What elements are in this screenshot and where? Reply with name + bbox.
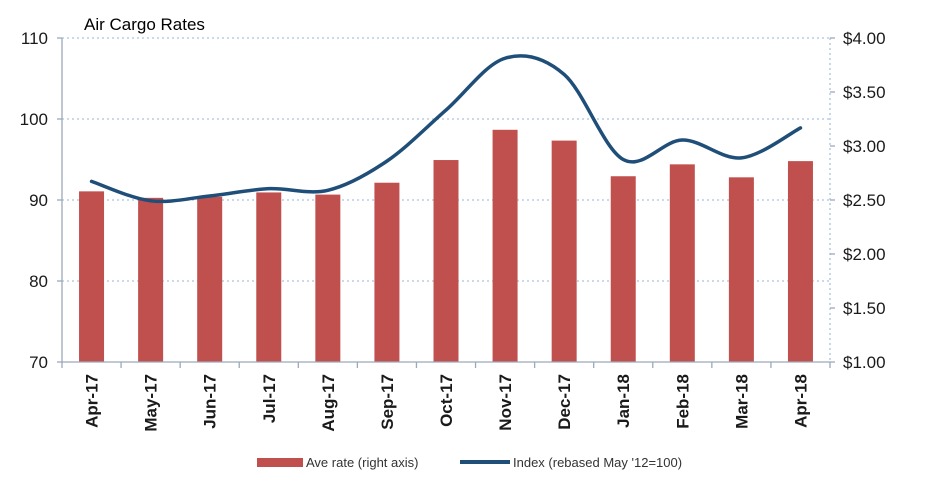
left-tick-label: 80 [29, 272, 48, 291]
legend-label-line: Index (rebased May '12=100) [513, 455, 682, 470]
bar [256, 192, 282, 362]
bar [197, 196, 223, 362]
bar [315, 194, 341, 362]
line-point [798, 126, 802, 130]
left-tick-label: 110 [21, 29, 48, 48]
x-axis-ticks: Apr-17 May-17 Jun-17 Jul-17 Aug-17 Sep-17 Oct-… [83, 374, 811, 432]
right-tick-label: $4.00 [843, 29, 886, 48]
line-point [444, 108, 448, 112]
right-tick-label: $2.00 [843, 245, 886, 264]
x-tick-label: Dec-17 [555, 374, 574, 430]
bar [492, 129, 518, 362]
line-point [90, 179, 94, 183]
right-tick-label: $1.50 [843, 299, 886, 318]
x-tick-label: May-17 [142, 374, 161, 432]
right-axis-ticks: $1.00 $1.50 $2.00 $2.50 $3.00 $3.50 $4.00 [843, 29, 886, 372]
legend: Ave rate (right axis) Index (rebased May… [257, 455, 682, 470]
left-tick-label: 100 [20, 110, 48, 129]
legend-swatch-bar [257, 458, 303, 467]
x-tick-label: Jun-17 [201, 374, 220, 429]
bar [79, 191, 105, 362]
line-point [208, 194, 212, 198]
line-point [562, 72, 566, 76]
axes [57, 37, 835, 368]
bar [433, 160, 459, 362]
line-point [680, 138, 684, 142]
bar [728, 177, 754, 362]
x-tick-label: Sep-17 [378, 374, 397, 430]
line-point [621, 158, 625, 161]
x-tick-label: Jul-17 [260, 374, 279, 423]
bar-series [79, 129, 813, 362]
x-tick-label: Apr-18 [791, 374, 810, 428]
right-tick-label: $3.00 [843, 137, 886, 156]
right-tick-label: $3.50 [843, 83, 886, 102]
line-point [149, 199, 153, 203]
x-tick-label: Apr-17 [83, 374, 102, 428]
x-tick-label: Mar-18 [732, 374, 751, 429]
line-point [503, 56, 507, 60]
x-tick-label: Jan-18 [614, 374, 633, 428]
bar [610, 176, 636, 362]
x-tick-label: Oct-17 [437, 374, 456, 427]
left-tick-label: 90 [29, 191, 48, 210]
line-point [739, 156, 743, 160]
bar [551, 140, 577, 362]
line-series [89, 54, 803, 204]
bar [669, 164, 695, 362]
bar [138, 197, 164, 362]
bar [787, 161, 813, 362]
x-tick-label: Aug-17 [319, 374, 338, 432]
bar [374, 182, 400, 362]
right-tick-label: $1.00 [843, 353, 886, 372]
right-tick-label: $2.50 [843, 191, 886, 210]
line-point [267, 187, 271, 191]
left-axis-ticks: 70 80 90 100 110 [20, 29, 48, 372]
x-tick-label: Feb-18 [673, 374, 692, 429]
x-tick-label: Nov-17 [496, 374, 515, 431]
gridlines [62, 37, 830, 282]
chart-title: Air Cargo Rates [84, 15, 205, 34]
line-point [326, 188, 330, 192]
left-tick-label: 70 [29, 353, 48, 372]
line-point [385, 159, 389, 163]
legend-label-bar: Ave rate (right axis) [306, 455, 418, 470]
